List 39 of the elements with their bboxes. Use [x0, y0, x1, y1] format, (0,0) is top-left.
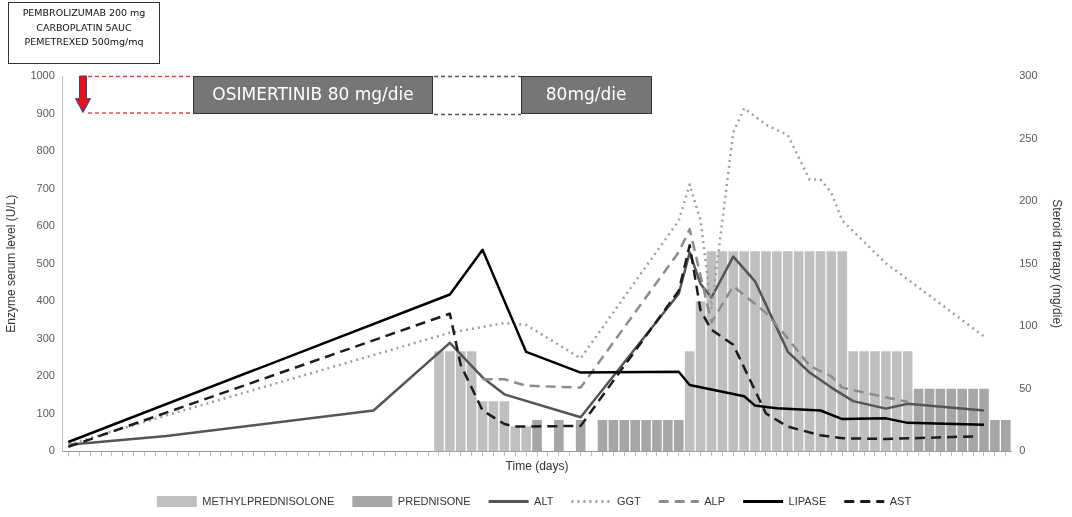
y-tick-label: 1000 — [30, 69, 55, 82]
bar — [554, 420, 564, 452]
bar — [684, 351, 695, 452]
legend-label: AST — [889, 494, 912, 507]
text: PEMBROLIZUMAB 200 mg CARBOPLATIN 5AUC PEMETREXED 500mg/mq — [8, 2, 160, 64]
x-axis-title: Time (days) — [505, 459, 569, 474]
legend-label: LIPASE — [788, 494, 827, 507]
y2-tick-label: 50 — [1019, 381, 1032, 394]
y-tick-label: 0 — [48, 444, 55, 457]
y-tick-label: 100 — [36, 406, 55, 419]
y2-tick-label: 150 — [1019, 256, 1038, 269]
legend-label: METHYLPREDNISOLONE — [202, 494, 335, 507]
y-tick-label: 200 — [36, 369, 55, 382]
legend-label: GGT — [616, 494, 642, 507]
bar — [488, 401, 499, 452]
y-tick-label: 500 — [36, 256, 55, 269]
bar — [532, 420, 542, 452]
annotation: OSIMERTINIB 80 mg/die — [192, 76, 434, 114]
y2-tick-label: 100 — [1019, 319, 1038, 332]
y-tick-label: 800 — [36, 144, 55, 157]
bar — [597, 420, 608, 452]
legend-label: ALP — [704, 494, 726, 507]
y-tick-label: 600 — [36, 219, 55, 232]
y-axis-title: Enzyme serum level (U/L) — [3, 194, 18, 333]
y-tick-label: 400 — [36, 294, 55, 307]
y-tick-label: 700 — [36, 181, 55, 194]
bar — [695, 301, 706, 452]
legend-label: ALT — [534, 494, 554, 507]
y-tick-label: 300 — [36, 331, 55, 344]
legend-label: PREDNISONE — [397, 494, 471, 507]
annotation: 80mg/die — [520, 76, 652, 114]
line-series — [481, 227, 909, 404]
y2-tick-label: 200 — [1019, 194, 1038, 207]
y2-tick-label: 250 — [1019, 131, 1038, 144]
y2-tick-label: 300 — [1019, 69, 1038, 82]
y2-tick-label: 0 — [1019, 444, 1026, 457]
line-series — [67, 107, 986, 446]
y-tick-label: 900 — [36, 106, 55, 119]
y2-axis-title: Steroid therapy (mg/die) — [1050, 199, 1065, 329]
